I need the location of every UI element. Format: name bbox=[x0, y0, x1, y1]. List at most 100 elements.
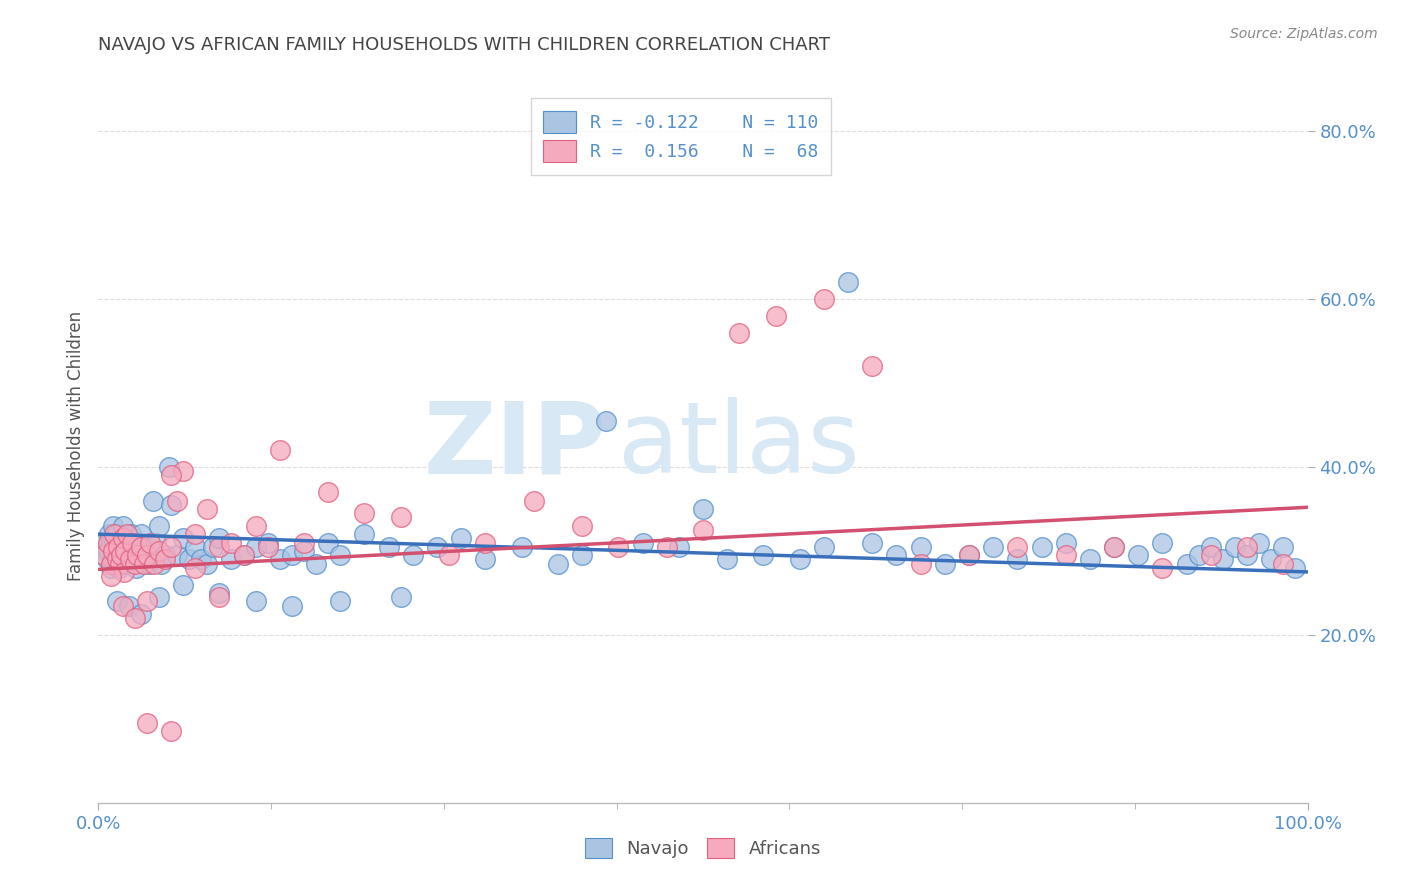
Point bbox=[631, 535, 654, 549]
Point bbox=[127, 544, 149, 558]
Point bbox=[105, 552, 128, 566]
Text: Source: ZipAtlas.com: Source: ZipAtlas.com bbox=[1230, 27, 1378, 41]
Point bbox=[118, 552, 141, 566]
Point bbox=[150, 557, 173, 571]
Point bbox=[117, 527, 139, 541]
Point bbox=[547, 557, 569, 571]
Point bbox=[195, 502, 218, 516]
Point bbox=[353, 527, 375, 541]
Point bbox=[692, 502, 714, 516]
Point bbox=[104, 557, 127, 571]
Point bbox=[957, 548, 980, 562]
Point bbox=[1260, 552, 1282, 566]
Point bbox=[100, 535, 122, 549]
Point bbox=[437, 548, 460, 562]
Point bbox=[157, 460, 180, 475]
Point bbox=[160, 724, 183, 739]
Point bbox=[172, 464, 194, 478]
Point bbox=[135, 540, 157, 554]
Point bbox=[1236, 548, 1258, 562]
Point bbox=[208, 586, 231, 600]
Point bbox=[1199, 548, 1222, 562]
Point bbox=[93, 548, 115, 562]
Point bbox=[1031, 540, 1053, 554]
Text: NAVAJO VS AFRICAN FAMILY HOUSEHOLDS WITH CHILDREN CORRELATION CHART: NAVAJO VS AFRICAN FAMILY HOUSEHOLDS WITH… bbox=[98, 36, 831, 54]
Point bbox=[1102, 540, 1125, 554]
Point bbox=[125, 560, 148, 574]
Point bbox=[692, 523, 714, 537]
Point bbox=[184, 560, 207, 574]
Point bbox=[111, 532, 134, 546]
Point bbox=[910, 557, 932, 571]
Point bbox=[100, 552, 122, 566]
Point bbox=[114, 532, 136, 546]
Point bbox=[103, 527, 125, 541]
Point bbox=[184, 540, 207, 554]
Point bbox=[127, 548, 149, 562]
Point bbox=[127, 535, 149, 549]
Point bbox=[108, 560, 131, 574]
Point bbox=[886, 548, 908, 562]
Point bbox=[1078, 552, 1101, 566]
Point bbox=[981, 540, 1004, 554]
Point bbox=[121, 535, 143, 549]
Point bbox=[172, 532, 194, 546]
Point bbox=[607, 540, 630, 554]
Point bbox=[160, 498, 183, 512]
Legend: Navajo, Africans: Navajo, Africans bbox=[578, 830, 828, 865]
Point bbox=[100, 569, 122, 583]
Point bbox=[172, 577, 194, 591]
Point bbox=[148, 590, 170, 604]
Point bbox=[110, 552, 132, 566]
Point bbox=[1054, 548, 1077, 562]
Point bbox=[121, 548, 143, 562]
Point bbox=[124, 540, 146, 554]
Point bbox=[145, 535, 167, 549]
Point bbox=[190, 552, 212, 566]
Point bbox=[108, 535, 131, 549]
Point bbox=[292, 544, 315, 558]
Point bbox=[160, 540, 183, 554]
Point bbox=[105, 548, 128, 562]
Point bbox=[402, 548, 425, 562]
Point bbox=[117, 544, 139, 558]
Point bbox=[134, 557, 156, 571]
Point bbox=[129, 540, 152, 554]
Point bbox=[97, 535, 120, 549]
Point bbox=[101, 518, 124, 533]
Point bbox=[450, 532, 472, 546]
Point bbox=[132, 548, 155, 562]
Point bbox=[353, 506, 375, 520]
Point bbox=[115, 552, 138, 566]
Point bbox=[281, 548, 304, 562]
Point bbox=[377, 540, 399, 554]
Point bbox=[1212, 552, 1234, 566]
Point bbox=[135, 594, 157, 608]
Point bbox=[316, 485, 339, 500]
Point bbox=[716, 552, 738, 566]
Point bbox=[813, 540, 835, 554]
Point bbox=[256, 535, 278, 549]
Point bbox=[329, 594, 352, 608]
Point bbox=[103, 535, 125, 549]
Point bbox=[426, 540, 449, 554]
Point bbox=[208, 590, 231, 604]
Point bbox=[135, 716, 157, 731]
Point bbox=[105, 594, 128, 608]
Point bbox=[474, 535, 496, 549]
Point bbox=[245, 594, 267, 608]
Point bbox=[107, 544, 129, 558]
Point bbox=[120, 527, 142, 541]
Point bbox=[595, 414, 617, 428]
Point bbox=[118, 552, 141, 566]
Point bbox=[292, 535, 315, 549]
Point bbox=[389, 590, 412, 604]
Point bbox=[1188, 548, 1211, 562]
Point bbox=[112, 557, 135, 571]
Point bbox=[281, 599, 304, 613]
Point bbox=[208, 540, 231, 554]
Point bbox=[1007, 552, 1029, 566]
Point bbox=[789, 552, 811, 566]
Point bbox=[111, 518, 134, 533]
Point bbox=[208, 532, 231, 546]
